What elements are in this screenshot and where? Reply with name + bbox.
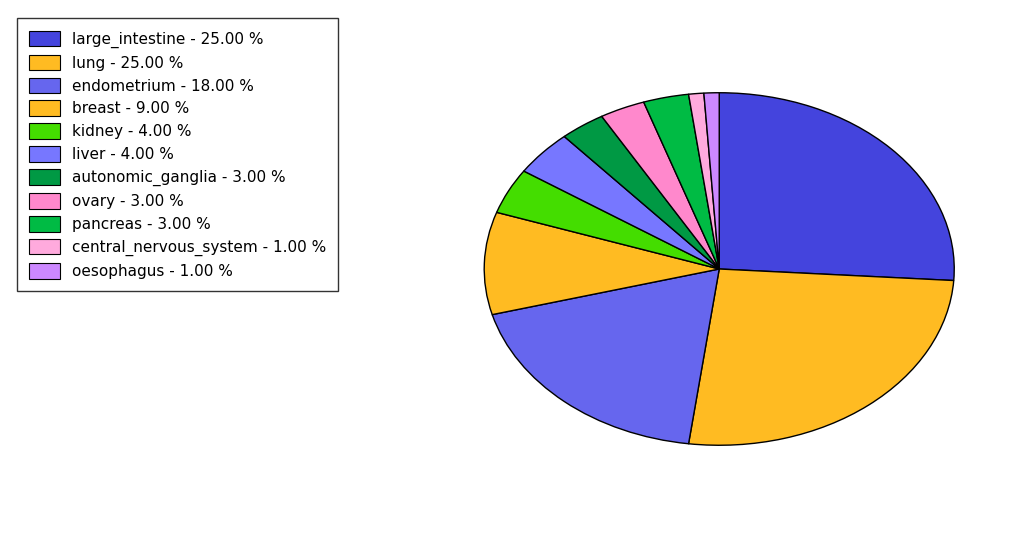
Wedge shape bbox=[484, 213, 719, 315]
Wedge shape bbox=[602, 102, 719, 269]
Wedge shape bbox=[524, 137, 719, 269]
Wedge shape bbox=[689, 93, 719, 269]
Wedge shape bbox=[643, 94, 719, 269]
Wedge shape bbox=[564, 116, 719, 269]
Wedge shape bbox=[704, 93, 719, 269]
Wedge shape bbox=[719, 93, 954, 280]
Wedge shape bbox=[496, 171, 719, 269]
Wedge shape bbox=[492, 269, 719, 444]
Wedge shape bbox=[689, 269, 954, 445]
Legend: large_intestine - 25.00 %, lung - 25.00 %, endometrium - 18.00 %, breast - 9.00 : large_intestine - 25.00 %, lung - 25.00 … bbox=[17, 18, 338, 291]
